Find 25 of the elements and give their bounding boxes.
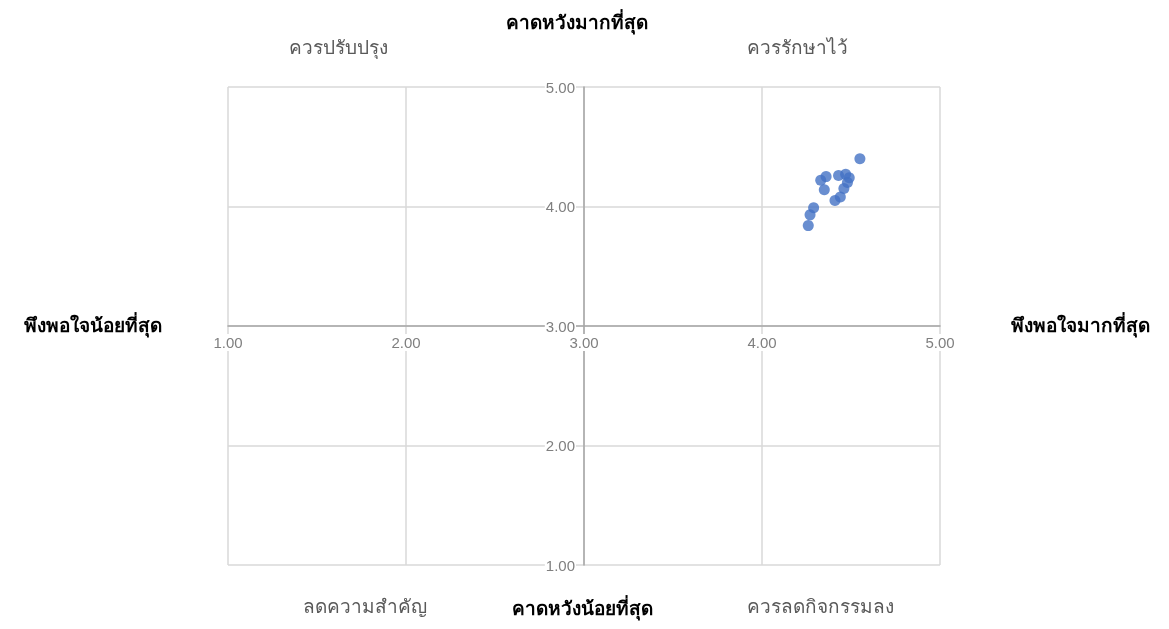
text: คาดหวังน้อยที่สุด	[511, 595, 653, 621]
text: ควรปรับปรุง	[288, 36, 388, 60]
text: พึงพอใจมากที่สุด	[1010, 312, 1150, 338]
point	[818, 184, 830, 196]
text: คาดหวังมากที่สุด	[506, 9, 648, 35]
y-tick-label: 4.00	[545, 198, 575, 215]
y-tick-label: 3.00	[545, 317, 575, 335]
y-tick-label: 1.00	[545, 556, 575, 574]
x-tick-label: 3.00	[569, 334, 599, 351]
point	[834, 191, 846, 203]
x-tick-label: 4.00	[747, 334, 777, 351]
point	[804, 209, 816, 221]
y-tick-label: 5.00	[545, 78, 575, 96]
point	[838, 183, 850, 195]
x-tick-label: 2.00	[391, 334, 421, 351]
x-tick-label: 1.00	[213, 334, 243, 351]
text: ควรลดกิจกรรมลง	[746, 595, 894, 617]
text: ควรรักษาไว้	[746, 36, 848, 58]
point	[854, 153, 866, 165]
point	[802, 220, 814, 232]
x-tick-label: 5.00	[925, 334, 955, 351]
y-tick-label: 2.00	[545, 437, 575, 454]
text: ลดความสำคัญ	[303, 595, 427, 618]
point	[820, 171, 832, 183]
text: พึงพอใจน้อยที่สุด	[24, 312, 162, 338]
